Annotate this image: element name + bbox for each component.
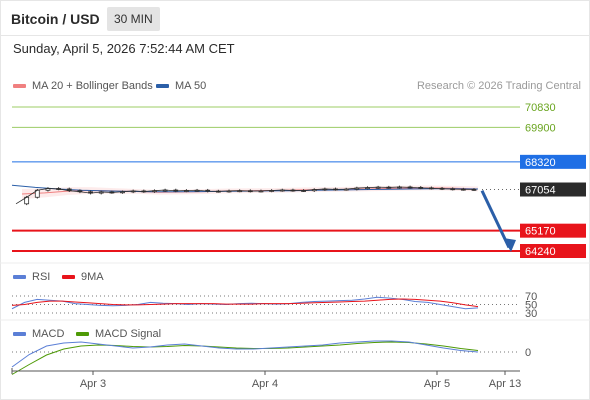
legend-item-ma50: MA 50	[156, 80, 206, 92]
price-level-label: 70830	[525, 102, 556, 114]
legend-item-ma20: MA 20 + Bollinger Bands	[13, 80, 153, 92]
legend-item-macd: MACD	[13, 328, 64, 340]
legend-swatch	[13, 84, 26, 89]
legend-label: RSI	[32, 271, 51, 283]
legend-label: MACD	[32, 328, 65, 340]
rsi-level-label: 70	[525, 291, 537, 303]
price-level-label: 64240	[525, 246, 556, 258]
x-tick-label: Apr 4	[252, 378, 278, 390]
header-divider	[0, 35, 590, 36]
rsi-level-label: 30	[525, 308, 537, 320]
price-line	[15, 186, 475, 205]
support-tag	[520, 244, 586, 258]
price-level-label: 65170	[525, 226, 556, 238]
legend-swatch	[62, 275, 75, 280]
rsi-9ma-line	[11, 298, 479, 308]
interval-button[interactable]: 30 MIN	[107, 7, 160, 31]
legend-label: 9MA	[81, 271, 104, 283]
legend-label: MACD Signal	[95, 328, 162, 340]
price-level-label: 68320	[525, 157, 556, 169]
support-tag	[520, 223, 586, 238]
macd-signal-line	[11, 341, 479, 375]
legend-item-rsi: RSI	[13, 271, 50, 283]
price-level-label: 69900	[525, 122, 556, 134]
forecast-arrow	[480, 190, 511, 249]
legend-swatch	[76, 332, 89, 337]
legend-swatch	[13, 332, 26, 337]
x-tick-label: Apr 3	[80, 378, 106, 390]
legend-label: MA 20 + Bollinger Bands	[32, 80, 153, 92]
forecast-arrowhead	[503, 238, 516, 252]
macd-level-label: 0	[525, 347, 531, 359]
pivot-tag	[520, 154, 586, 169]
credit-text: Research © 2026 Trading Central	[416, 80, 581, 92]
chart-datetime: Sunday, April 5, 2026 7:52:44 AM CET	[13, 41, 235, 56]
legend-item-macd-signal: MACD Signal	[76, 328, 161, 340]
legend-label: MA 50	[175, 80, 207, 92]
legend-swatch	[156, 84, 169, 89]
x-tick-label: Apr 13	[489, 378, 521, 390]
rsi-level-label: 50	[525, 300, 537, 312]
macd-line	[11, 340, 479, 368]
legend-item-9ma: 9MA	[62, 271, 104, 283]
legend-swatch	[13, 275, 26, 280]
x-tick-label: Apr 5	[424, 378, 450, 390]
current-price-tag	[520, 182, 586, 197]
instrument-title: Bitcoin / USD	[11, 11, 100, 27]
price-level-label: 67054	[525, 185, 556, 197]
